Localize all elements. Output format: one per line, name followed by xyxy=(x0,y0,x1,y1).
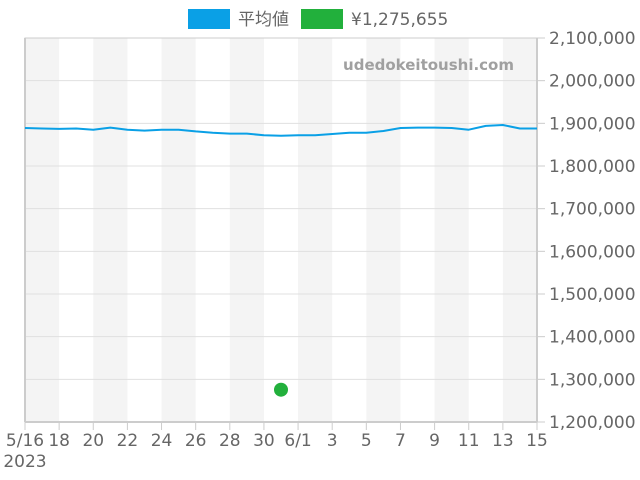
day-band xyxy=(93,38,128,422)
y-tick-label: 1,400,000 xyxy=(549,328,636,348)
day-band xyxy=(502,38,537,422)
price-points xyxy=(274,382,288,397)
x-tick-label: 6/1 xyxy=(284,431,311,451)
y-axis-ticks: 2,100,000 2,000,000 1,900,000 1,800,000 1,70… xyxy=(537,29,636,433)
legend-label-average: 平均値 xyxy=(238,10,289,30)
x-tick-label: 24 xyxy=(151,431,173,451)
average-price-line xyxy=(24,124,537,137)
x-tick-label: 28 xyxy=(219,431,241,451)
x-year-label: 2023 xyxy=(3,452,46,472)
day-band xyxy=(229,38,264,422)
x-tick-label: 13 xyxy=(492,431,514,451)
legend-label-price: ¥1,275,655 xyxy=(351,10,448,30)
day-band xyxy=(366,38,401,422)
y-tick-label: 2,100,000 xyxy=(549,29,636,49)
legend-swatch-average xyxy=(188,9,230,29)
x-tick-label: 11 xyxy=(458,431,480,451)
x-tick-label: 5/16 xyxy=(6,431,44,451)
y-tick-label: 1,200,000 xyxy=(549,413,636,433)
y-tick-label: 1,900,000 xyxy=(549,114,636,134)
x-axis-ticks: 5/16 18 20 22 24 26 28 30 6/1 3 5 7 9 11 13 15 2023 xyxy=(3,422,548,472)
x-tick-label: 3 xyxy=(327,431,338,451)
y-tick-label: 1,300,000 xyxy=(549,370,636,390)
y-tick-label: 1,700,000 xyxy=(549,200,636,220)
legend-swatch-price xyxy=(301,9,343,29)
day-band xyxy=(25,38,60,422)
legend: 平均値 ¥1,275,655 xyxy=(188,9,448,30)
x-tick-label: 26 xyxy=(185,431,207,451)
x-tick-label: 30 xyxy=(253,431,275,451)
x-tick-label: 5 xyxy=(361,431,372,451)
y-tick-label: 2,000,000 xyxy=(549,72,636,92)
day-band xyxy=(161,38,196,422)
x-tick-label: 22 xyxy=(117,431,139,451)
x-tick-label: 9 xyxy=(429,431,440,451)
y-tick-label: 1,800,000 xyxy=(549,157,636,177)
x-tick-label: 18 xyxy=(48,431,70,451)
watermark: udedokeitoushi.com xyxy=(343,56,514,74)
y-tick-label: 1,500,000 xyxy=(549,285,636,305)
x-tick-label: 20 xyxy=(82,431,104,451)
day-band xyxy=(298,38,333,422)
x-tick-label: 7 xyxy=(395,431,406,451)
y-tick-label: 1,600,000 xyxy=(549,242,636,262)
alternating-day-bands xyxy=(25,38,537,422)
day-band xyxy=(434,38,469,422)
price-point[interactable] xyxy=(274,382,288,397)
x-tick-label: 15 xyxy=(526,431,548,451)
